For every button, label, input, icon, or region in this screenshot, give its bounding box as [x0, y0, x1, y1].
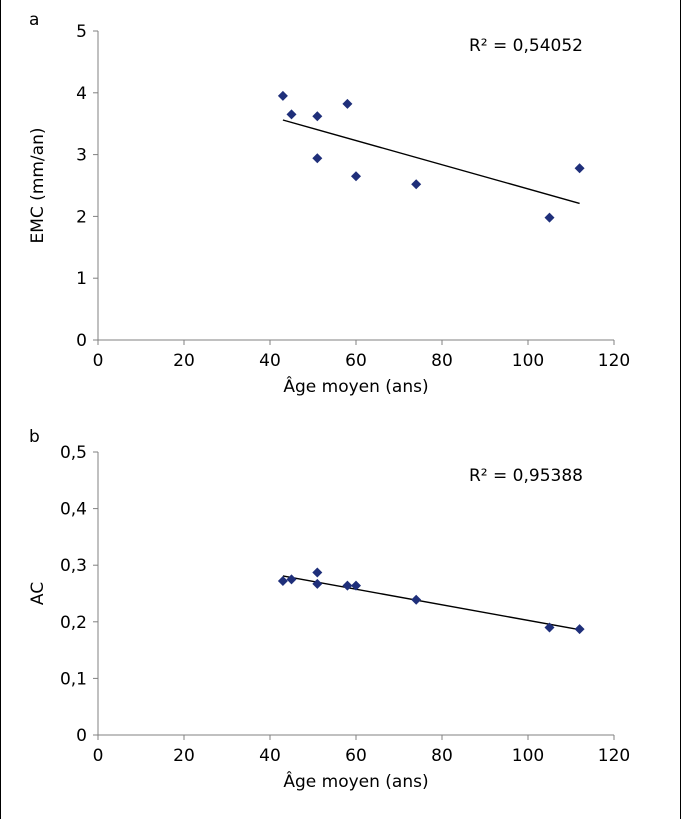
data-point — [411, 179, 422, 190]
x-tick-label: 80 — [431, 746, 453, 766]
x-tick-label: 60 — [345, 746, 367, 766]
y-tick-label: 0 — [76, 726, 87, 746]
y-tick-label: 4 — [76, 84, 87, 104]
y-tick-label: 0,3 — [60, 556, 87, 576]
data-point — [544, 212, 555, 223]
x-axis-title: Âge moyen (ans) — [283, 770, 428, 792]
trendline — [282, 575, 580, 631]
y-tick-label: 0,1 — [60, 669, 87, 689]
data-point — [342, 580, 353, 591]
x-tick-label: 40 — [259, 746, 281, 766]
panel-label-a: a — [29, 10, 39, 30]
x-tick-label: 100 — [512, 746, 544, 766]
x-tick-label: 120 — [598, 351, 630, 371]
y-tick-label: 3 — [76, 146, 87, 166]
y-tick-label: 0,4 — [60, 500, 87, 520]
y-axis-title: EMC (mm/an) — [28, 128, 48, 244]
data-point — [544, 622, 555, 633]
data-point — [312, 153, 323, 164]
data-point — [342, 98, 353, 109]
data-point — [286, 574, 297, 585]
data-point — [312, 578, 323, 589]
data-point — [312, 567, 323, 578]
y-tick-label: 0,5 — [60, 443, 87, 463]
x-axis-title: Âge moyen (ans) — [283, 375, 428, 397]
y-tick-label: 0,2 — [60, 613, 87, 633]
y-tick-label: 0 — [76, 331, 87, 351]
data-point — [574, 163, 585, 174]
x-tick-label: 100 — [512, 351, 544, 371]
x-tick-label: 120 — [598, 746, 630, 766]
data-point — [277, 90, 288, 101]
x-tick-label: 80 — [431, 351, 453, 371]
x-tick-label: 0 — [93, 351, 104, 371]
data-point — [277, 576, 288, 587]
x-tick-label: 40 — [259, 351, 281, 371]
y-tick-label: 2 — [76, 207, 87, 227]
trendline — [282, 119, 580, 205]
data-point — [574, 624, 585, 635]
panel-label-b: b — [29, 427, 40, 447]
r-squared-label: R² = 0,54052 — [469, 36, 583, 56]
x-tick-label: 0 — [93, 746, 104, 766]
x-tick-label: 20 — [173, 746, 195, 766]
x-tick-label: 60 — [345, 351, 367, 371]
data-point — [351, 580, 361, 591]
data-point — [286, 109, 297, 120]
data-point — [351, 171, 361, 182]
y-tick-label: 1 — [76, 269, 87, 289]
data-point — [312, 111, 323, 122]
data-point — [411, 594, 422, 605]
y-tick-label: 5 — [76, 22, 87, 42]
r-squared-label: R² = 0,95388 — [469, 466, 583, 486]
y-axis-title: AC — [28, 582, 48, 605]
x-tick-label: 20 — [173, 351, 195, 371]
